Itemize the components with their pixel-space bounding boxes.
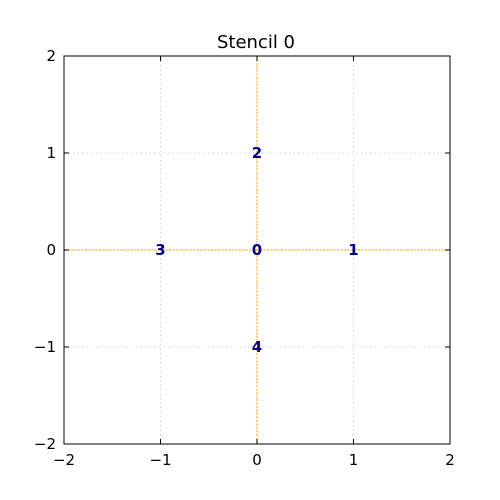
x-tick-label: −1 <box>149 451 171 469</box>
y-tick-label: −2 <box>34 435 56 453</box>
x-tick-label: −2 <box>53 451 75 469</box>
x-tick-label: 0 <box>252 451 262 469</box>
stencil-point-label: 4 <box>252 338 262 356</box>
x-tick-label: 2 <box>445 451 455 469</box>
y-tick-label: 2 <box>46 47 56 65</box>
y-tick-label: 0 <box>46 241 56 259</box>
chart-title: Stencil 0 <box>217 32 295 53</box>
y-tick-label: −1 <box>34 338 56 356</box>
axis-ticks: −2 −1 0 1 2 −2 −1 0 1 2 <box>34 47 455 469</box>
stencil-points: 0 1 2 3 4 <box>155 144 358 356</box>
x-tick-label: 1 <box>349 451 359 469</box>
stencil-point-label: 3 <box>155 241 165 259</box>
stencil-point-label: 2 <box>252 144 262 162</box>
stencil-point-label: 1 <box>348 241 358 259</box>
stencil-point-label: 0 <box>252 241 262 259</box>
reference-lines <box>64 56 450 444</box>
y-tick-label: 1 <box>46 144 56 162</box>
